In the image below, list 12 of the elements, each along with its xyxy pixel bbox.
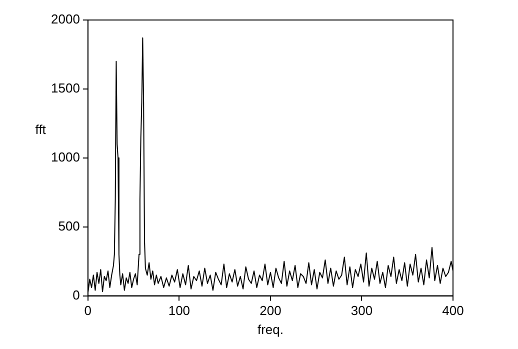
y-tick-label: 500 bbox=[58, 218, 80, 234]
y-tick-label: 0 bbox=[72, 287, 80, 302]
y-tick-label: 2000 bbox=[51, 12, 80, 27]
x-tick-label: 0 bbox=[84, 303, 92, 318]
x-tick-label: 200 bbox=[260, 303, 282, 318]
x-tick-label: 300 bbox=[350, 303, 373, 318]
x-tick-label: 400 bbox=[442, 303, 464, 318]
x-axis-title: freq. bbox=[257, 322, 284, 337]
y-axis-title: fft bbox=[35, 122, 46, 137]
y-tick-label: 1000 bbox=[51, 149, 80, 164]
y-tick-label: 1500 bbox=[51, 80, 80, 96]
x-tick-label: 100 bbox=[168, 303, 190, 318]
